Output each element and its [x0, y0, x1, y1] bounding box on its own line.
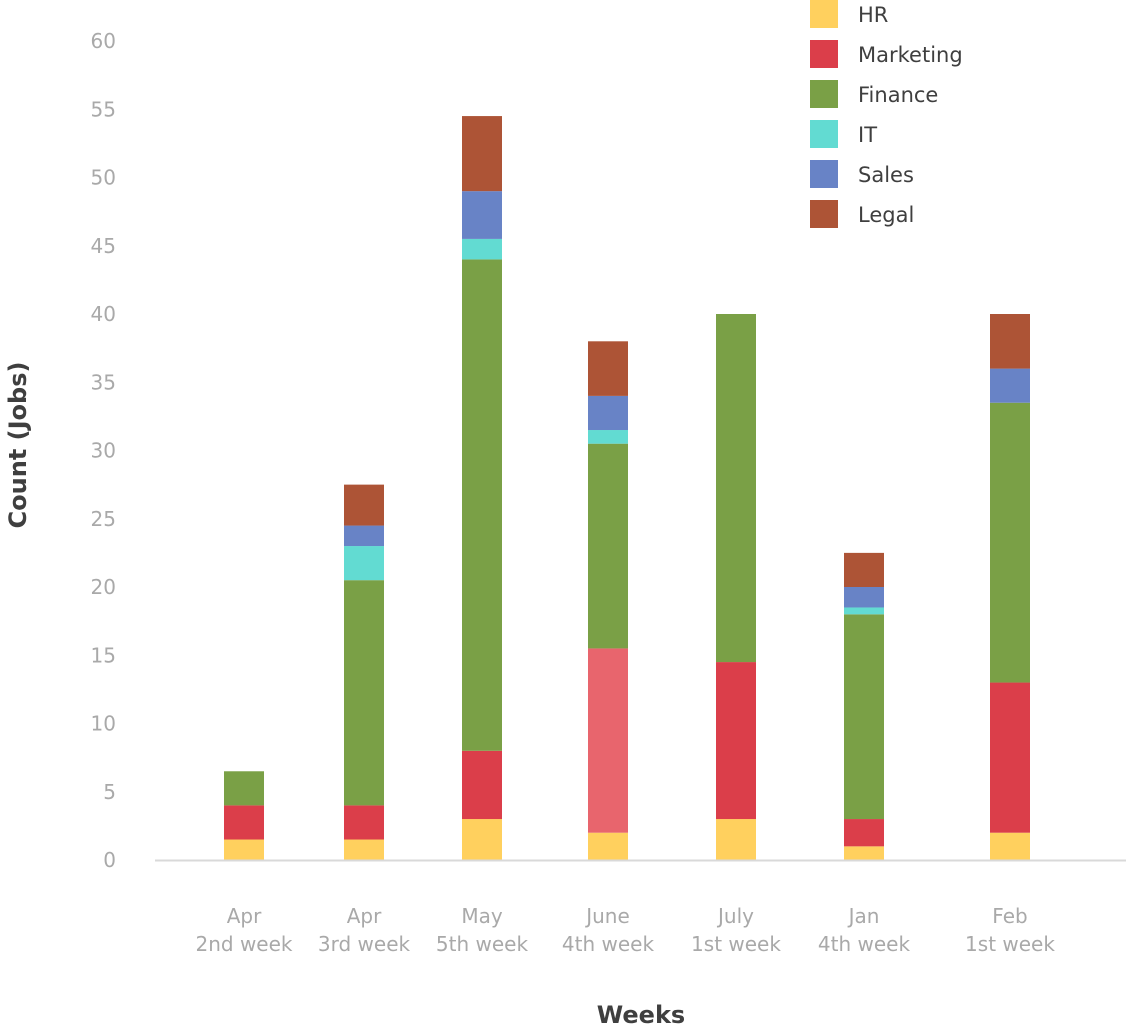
bar-segment-finance [224, 771, 264, 806]
x-tick-label: 4th week [562, 932, 655, 956]
bar-stack [224, 771, 264, 860]
x-tick-label: June [584, 904, 630, 928]
legend-item: Sales [810, 160, 914, 188]
legend-label: Finance [858, 83, 938, 107]
y-tick-label: 50 [91, 166, 116, 190]
y-tick-label: 5 [103, 780, 116, 804]
bar-segment-marketing [990, 682, 1030, 833]
x-axis-ticks: Apr 2nd week Apr 3rd week May 5th week June 4th… [195, 904, 1055, 956]
bar-segment-it [844, 607, 884, 615]
legend-swatch [810, 120, 838, 148]
bar-segment-marketing [716, 662, 756, 820]
bar-segment-legal [844, 552, 884, 587]
x-tick-label: 1st week [691, 932, 781, 956]
legend-label: IT [858, 123, 877, 147]
bar-segment-it [344, 546, 384, 581]
x-tick-label: Apr [227, 904, 262, 928]
bar-segment-hr [990, 832, 1030, 860]
bar-segment-sales [344, 525, 384, 547]
legend-swatch [810, 80, 838, 108]
bar-segment-finance [344, 580, 384, 806]
bar-segment-marketing [844, 819, 884, 847]
bar-segment-hr [224, 839, 264, 860]
x-tick-label: Jan [847, 904, 880, 928]
bar-segment-marketing [588, 648, 628, 833]
x-axis-title: Weeks [597, 1001, 685, 1029]
bar-segment-legal [344, 484, 384, 526]
bar-segment-sales [462, 191, 502, 239]
legend-swatch [810, 0, 838, 28]
bar-stack [990, 314, 1030, 860]
bar-segment-it [462, 238, 502, 260]
bar-segment-marketing [344, 805, 384, 840]
bar-segment-marketing [462, 750, 502, 820]
y-tick-label: 0 [103, 848, 116, 872]
bar-segment-hr [344, 839, 384, 860]
y-tick-label: 35 [91, 370, 116, 394]
bar-segment-finance [716, 314, 756, 663]
legend: HR Marketing Finance IT Sales Legal [810, 0, 963, 228]
bar-stack [344, 484, 384, 860]
x-tick-label: 4th week [818, 932, 911, 956]
y-tick-label: 55 [91, 97, 116, 121]
y-tick-label: 10 [91, 712, 116, 736]
bar-segment-finance [990, 402, 1030, 683]
y-tick-label: 40 [91, 302, 116, 326]
bar-stack [462, 116, 502, 860]
bar-segment-hr [462, 819, 502, 860]
x-tick-label: Apr [347, 904, 382, 928]
x-tick-label: May [461, 904, 503, 928]
legend-label: Marketing [858, 43, 963, 67]
bar-segment-finance [462, 259, 502, 751]
legend-swatch [810, 200, 838, 228]
bar-segment-finance [844, 614, 884, 820]
legend-item: HR [810, 0, 888, 28]
x-tick-label: July [716, 904, 754, 928]
x-tick-label: Feb [992, 904, 1027, 928]
y-tick-label: 45 [91, 234, 116, 258]
bar-segment-marketing [224, 805, 264, 840]
bar-segment-it [588, 430, 628, 444]
legend-swatch [810, 160, 838, 188]
bar-stack [716, 314, 756, 860]
bar-segment-hr [844, 846, 884, 860]
legend-label: HR [858, 3, 888, 27]
x-tick-label: 2nd week [195, 932, 292, 956]
x-tick-label: 3rd week [318, 932, 411, 956]
legend-label: Legal [858, 203, 914, 227]
x-tick-label: 1st week [965, 932, 1055, 956]
y-axis-ticks: 0 5 10 15 20 25 30 35 40 45 50 55 60 [91, 29, 116, 872]
bar-stack [588, 341, 628, 860]
legend-label: Sales [858, 163, 914, 187]
y-tick-label: 20 [91, 575, 116, 599]
legend-item: Marketing [810, 40, 963, 68]
bar-segment-hr [588, 832, 628, 860]
x-tick-label: 5th week [436, 932, 529, 956]
bars [224, 116, 1030, 860]
bar-segment-sales [990, 368, 1030, 403]
legend-item: IT [810, 120, 877, 148]
legend-swatch [810, 40, 838, 68]
bar-stack [844, 552, 884, 860]
bar-segment-sales [588, 395, 628, 431]
y-tick-label: 60 [91, 29, 116, 53]
y-tick-label: 30 [91, 439, 116, 463]
bar-segment-finance [588, 443, 628, 649]
y-tick-label: 15 [91, 643, 116, 667]
bar-segment-legal [990, 314, 1030, 369]
legend-item: Legal [810, 200, 914, 228]
bar-segment-hr [716, 819, 756, 860]
legend-item: Finance [810, 80, 938, 108]
y-tick-label: 25 [91, 507, 116, 531]
bar-segment-legal [588, 341, 628, 396]
bar-segment-sales [844, 587, 884, 608]
bar-segment-legal [462, 116, 502, 192]
y-axis-title: Count (Jobs) [4, 362, 32, 529]
